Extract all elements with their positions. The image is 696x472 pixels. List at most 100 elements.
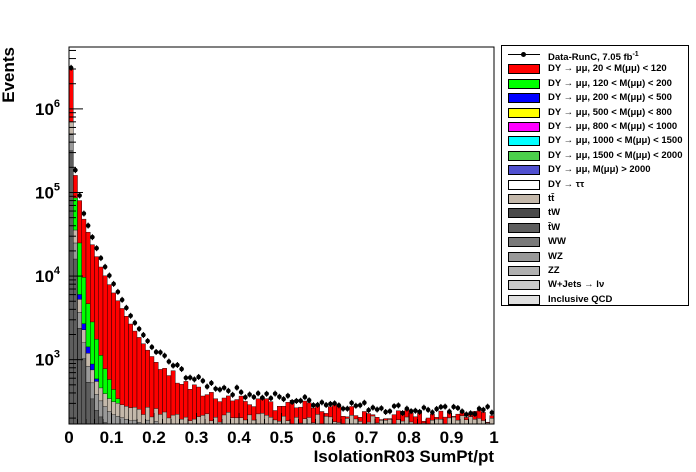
legend-swatch — [508, 208, 540, 219]
legend-label: ZZ — [548, 265, 560, 276]
legend-entry: Inclusive QCD — [502, 293, 688, 307]
x-tick-label: 0.2 — [142, 428, 166, 447]
legend-entry: DY → μμ, 1000 < M(μμ) < 1500 — [502, 134, 688, 148]
legend-label: Data-RunC, 7.05 fb-1 — [548, 51, 639, 64]
ttbar-bar — [383, 420, 388, 425]
ttbar-bar — [238, 417, 244, 425]
diboson-bar — [115, 416, 121, 425]
legend-swatch — [508, 107, 540, 118]
ttbar-bar — [221, 414, 227, 425]
y-tick-label: 106 — [35, 98, 60, 119]
ttbar-bar — [162, 411, 167, 425]
legend-entry: DY → μμ, 120 < M(μμ) < 200 — [502, 77, 688, 91]
legend-swatch — [508, 93, 540, 104]
dy-mumu-20-120-bar — [336, 405, 342, 425]
x-tick-label: 0 — [64, 428, 73, 447]
ttbar-bar — [183, 416, 189, 425]
y-tick-label: 103 — [35, 349, 60, 370]
dy-mumu-20-120-bar — [425, 417, 431, 425]
ttbar-bar — [196, 416, 201, 425]
diboson-bar — [124, 419, 129, 425]
tw-bar — [90, 398, 95, 425]
ttbar-bar — [349, 415, 354, 425]
legend-label: DY → μμ, M(μμ) > 2000 — [548, 164, 651, 176]
legend-entry: ZZ — [502, 264, 688, 278]
legend-swatch — [508, 122, 540, 132]
legend-label: DY → μμ, 120 < M(μμ) < 200 — [548, 77, 672, 89]
x-tick-label: 0.9 — [440, 428, 464, 447]
ttbar-bar — [264, 414, 269, 425]
legend-label: Inclusive QCD — [548, 293, 613, 305]
legend-label: tt̄ — [548, 193, 555, 204]
dy-mumu-20-120-bar — [391, 414, 397, 425]
diboson-bar — [107, 411, 112, 425]
ttbar-bar — [247, 414, 252, 425]
dy-mumu-20-120-bar — [192, 384, 197, 425]
data-points — [68, 64, 495, 418]
tw-bar — [81, 358, 87, 425]
legend-swatch — [508, 294, 540, 305]
legend-entry: tt̄ — [502, 192, 688, 206]
dy-mumu-20-120-bar — [319, 411, 325, 425]
dy-mumu-20-120-bar — [187, 389, 193, 425]
legend-entry: DY → μμ, 200 < M(μμ) < 500 — [502, 91, 688, 105]
legend-entry: DY → μμ, 500 < M(μμ) < 800 — [502, 106, 688, 120]
diboson-bar — [132, 419, 138, 425]
legend-label: t̄W — [548, 221, 561, 233]
legend-label: DY → μμ, 20 < M(μμ) < 120 — [548, 63, 667, 75]
dy-mumu-20-120-bar — [179, 384, 184, 425]
legend-swatch — [508, 150, 540, 161]
dy-mumu-20-120-bar — [413, 416, 418, 425]
ttbar-bar — [251, 419, 257, 425]
dy-mumu-20-120-bar — [166, 375, 172, 425]
y-tick-label: 105 — [35, 181, 60, 202]
legend-entry: t̄W — [502, 221, 688, 235]
legend-entry: WZ — [502, 250, 688, 264]
ttbar-bar — [268, 417, 274, 425]
ttbar-bar — [404, 416, 410, 425]
ttbar-bar — [379, 420, 384, 425]
tw-bar — [94, 410, 99, 425]
dy-mumu-20-120-bar — [362, 411, 367, 425]
ttbar-bar — [438, 419, 444, 425]
x-tick-label: 1 — [489, 428, 498, 447]
x-axis-ticks: 0 0.1 0.2 0.3 0.4 0.5 0.6 0.7 0.8 0.9 1 — [64, 413, 499, 447]
ttbar-bar — [192, 418, 197, 425]
legend-swatch — [508, 222, 540, 233]
legend-swatch — [508, 64, 540, 75]
legend-entry: tW — [502, 206, 688, 220]
y-axis-label: Events — [0, 47, 18, 103]
legend-label: DY → μμ, 200 < M(μμ) < 500 — [548, 92, 672, 104]
ttbar-bar — [243, 419, 248, 425]
legend-label: DY → ττ — [548, 178, 585, 190]
ttbar-bar — [204, 413, 210, 425]
legend-swatch — [508, 266, 540, 276]
ttbar-bar — [323, 416, 329, 425]
ttbar-bar — [149, 416, 155, 425]
legend-swatch — [508, 78, 540, 89]
dy-mumu-20-120-bar — [141, 343, 146, 425]
legend-label: WZ — [548, 250, 563, 262]
y-tick-label: 104 — [35, 265, 61, 286]
x-tick-label: 0.5 — [270, 428, 294, 447]
ttbar-bar — [464, 419, 469, 425]
ttbar-bar — [447, 417, 452, 425]
legend-entry: Data-RunC, 7.05 fb-1 — [502, 48, 688, 64]
legend-swatch — [508, 194, 540, 204]
tw-bar — [77, 328, 82, 425]
ttbar-bar — [315, 414, 320, 425]
legend-label: W+Jets → lν — [548, 279, 605, 291]
ttbar-bar — [328, 416, 333, 425]
diboson-bar — [119, 417, 125, 425]
ttbar-bar — [345, 418, 350, 425]
legend-label: DY → μμ, 1000 < M(μμ) < 1500 — [548, 135, 683, 147]
legend-swatch — [508, 251, 540, 262]
ttbar-bar — [255, 413, 261, 425]
tw-bar — [68, 150, 74, 425]
tw-bar — [85, 382, 91, 425]
legend-entry: WW — [502, 235, 688, 249]
dy-mumu-20-120-bar — [340, 416, 346, 425]
ttbar-bar — [179, 418, 184, 425]
ttbar-bar — [451, 416, 456, 425]
